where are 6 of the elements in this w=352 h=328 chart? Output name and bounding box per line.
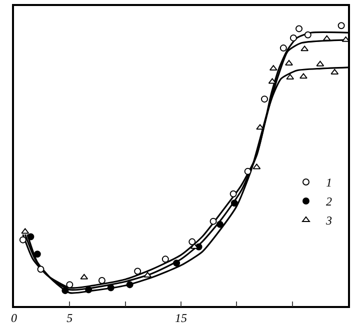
legend-label: 3 <box>324 214 332 228</box>
x-tick-label: 5 <box>66 311 73 326</box>
x-tick-label: 15 <box>175 311 187 326</box>
legend-label: 2 <box>326 194 332 209</box>
legend-label: 1 <box>326 176 332 190</box>
x-tick-label: 0 <box>11 311 17 326</box>
